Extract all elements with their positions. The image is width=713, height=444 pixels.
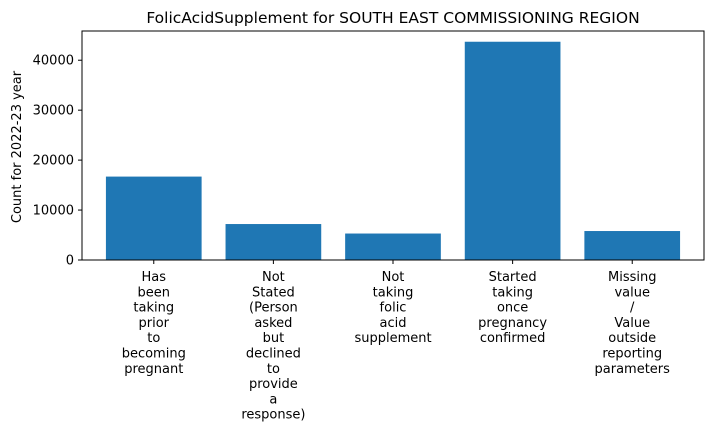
x-tick-label-line: taking	[492, 285, 533, 300]
bars-layer	[105, 41, 681, 260]
x-tick-label-line: Started	[489, 270, 537, 285]
x-tick-label-line: a	[269, 392, 277, 407]
x-tick-label: Missing value / Value outside reporting parame…	[595, 270, 671, 377]
y-tick-label: 20000	[33, 154, 74, 169]
x-tick-label: Not Stated (Person asked but declined to provid…	[241, 270, 305, 423]
bar-4	[584, 231, 681, 260]
x-tick-label-line: becoming	[122, 347, 186, 362]
x-tick-label-line: prior	[139, 316, 170, 331]
x-tick-label-line: to	[267, 362, 280, 377]
x-tick-label-line: once	[497, 301, 528, 316]
x-tick-label-line: taking	[373, 285, 414, 300]
bar-0	[105, 176, 202, 260]
x-tick-label-line: Not	[382, 270, 405, 285]
x-tick-label-line: value	[614, 285, 650, 300]
bar-2	[345, 233, 441, 260]
x-tick-label-line: asked	[254, 316, 292, 331]
x-tick-label-line: Stated	[252, 285, 295, 300]
y-tick-label: 0	[66, 254, 74, 269]
x-tick-label-line: Not	[262, 270, 285, 285]
x-tick-label-line: been	[138, 285, 171, 300]
x-tick-label-line: taking	[133, 301, 174, 316]
chart-title: FolicAcidSupplement for SOUTH EAST COMMI…	[146, 9, 639, 27]
x-tick-label: Not taking folic acid supplement	[354, 270, 431, 346]
x-tick-label-line: to	[147, 331, 160, 346]
x-tick-label-line: but	[263, 331, 285, 346]
x-tick-label-line: confirmed	[480, 331, 546, 346]
y-ticks-layer: 0 10000 20000 30000 40000	[33, 54, 82, 269]
x-tick-label-line: supplement	[354, 331, 431, 346]
x-tick-label-line: outside	[608, 331, 656, 346]
x-tick-label-line: declined	[246, 347, 301, 362]
x-tick-label: Started taking once pregnancy confirmed	[478, 270, 547, 346]
x-tick-label-line: reporting	[602, 347, 662, 362]
x-tick-label: Has been taking prior to becoming pregnant	[122, 270, 186, 377]
x-tick-label-line: Value	[614, 316, 650, 331]
x-tick-label-line: pregnancy	[478, 316, 547, 331]
x-tick-label-line: provide	[249, 377, 298, 392]
bar-1	[225, 224, 322, 260]
y-axis-label: Count for 2022-23 year	[10, 70, 25, 223]
x-tick-label-line: parameters	[595, 362, 671, 377]
bar-3	[464, 41, 561, 260]
x-tick-label-line: response)	[241, 408, 305, 423]
x-tick-label-line: acid	[380, 316, 407, 331]
x-tick-label-line: pregnant	[124, 362, 183, 377]
y-tick-label: 30000	[33, 104, 74, 119]
y-tick-label: 40000	[33, 54, 74, 69]
x-tick-label-line: (Person	[249, 301, 298, 316]
x-tick-label-line: folic	[380, 301, 407, 316]
x-tick-label-line: Has	[142, 270, 167, 285]
y-tick-label: 10000	[33, 204, 74, 219]
x-tick-label-line: Missing	[608, 270, 656, 285]
x-tick-label-line: /	[630, 301, 635, 316]
plot-frame	[81, 30, 705, 261]
